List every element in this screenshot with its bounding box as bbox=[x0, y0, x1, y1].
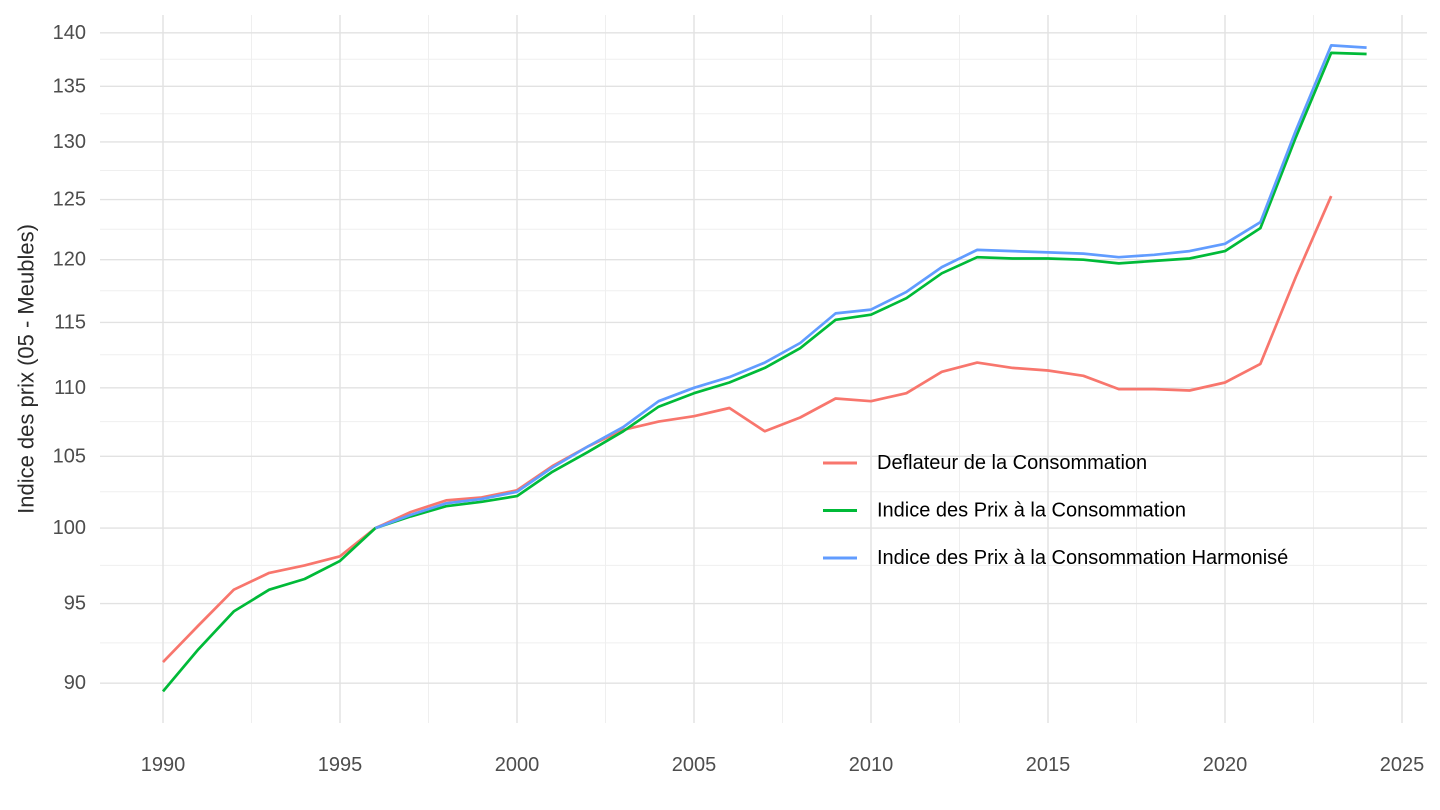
x-tick-label: 2020 bbox=[1203, 754, 1248, 776]
series-line-1 bbox=[161, 51, 1367, 693]
y-tick-label: 110 bbox=[54, 377, 86, 399]
x-tick-label: 1995 bbox=[318, 754, 363, 776]
y-axis-title: Indice des prix (05 - Meubles) bbox=[14, 224, 39, 514]
legend-item-1: Indice des Prix à la Consommation bbox=[823, 500, 1186, 522]
x-tick-label: 2025 bbox=[1380, 754, 1425, 776]
x-tick-label: 1990 bbox=[141, 754, 186, 776]
x-tick-label: 2015 bbox=[1026, 754, 1071, 776]
legend-label: Deflateur de la Consommation bbox=[877, 452, 1147, 474]
y-tick-label: 130 bbox=[53, 131, 86, 153]
x-tick-label: 2005 bbox=[672, 754, 717, 776]
y-tick-label: 105 bbox=[53, 445, 86, 467]
y-tick-label: 120 bbox=[53, 249, 86, 271]
legend-label: Indice des Prix à la Consommation Harmon… bbox=[877, 547, 1288, 569]
x-axis-tick-labels: 1990 1995 2000 2005 2010 2015 2020 2025 bbox=[141, 754, 1425, 776]
legend-item-0: Deflateur de la Consommation bbox=[823, 452, 1147, 474]
y-tick-label: 115 bbox=[54, 311, 86, 333]
x-tick-label: 2010 bbox=[849, 754, 894, 776]
y-tick-label: 90 bbox=[64, 672, 86, 694]
x-tick-label: 2000 bbox=[495, 754, 540, 776]
minor-gridlines bbox=[100, 15, 1427, 723]
y-tick-label: 100 bbox=[53, 517, 86, 539]
series-line-0 bbox=[162, 195, 1333, 664]
y-tick-label: 140 bbox=[53, 22, 86, 44]
y-tick-label: 95 bbox=[64, 593, 86, 615]
legend-item-2: Indice des Prix à la Consommation Harmon… bbox=[823, 547, 1288, 569]
legend: Deflateur de la Consommation Indice des P… bbox=[823, 452, 1288, 569]
legend-label: Indice des Prix à la Consommation bbox=[877, 500, 1186, 522]
series-line-2 bbox=[374, 44, 1367, 530]
y-tick-label: 125 bbox=[53, 189, 86, 211]
y-axis-tick-labels: 90 95 100 105 110 115 120 125 130 135 140 bbox=[53, 22, 86, 694]
series-lines bbox=[161, 44, 1367, 693]
y-tick-label: 135 bbox=[53, 75, 86, 97]
